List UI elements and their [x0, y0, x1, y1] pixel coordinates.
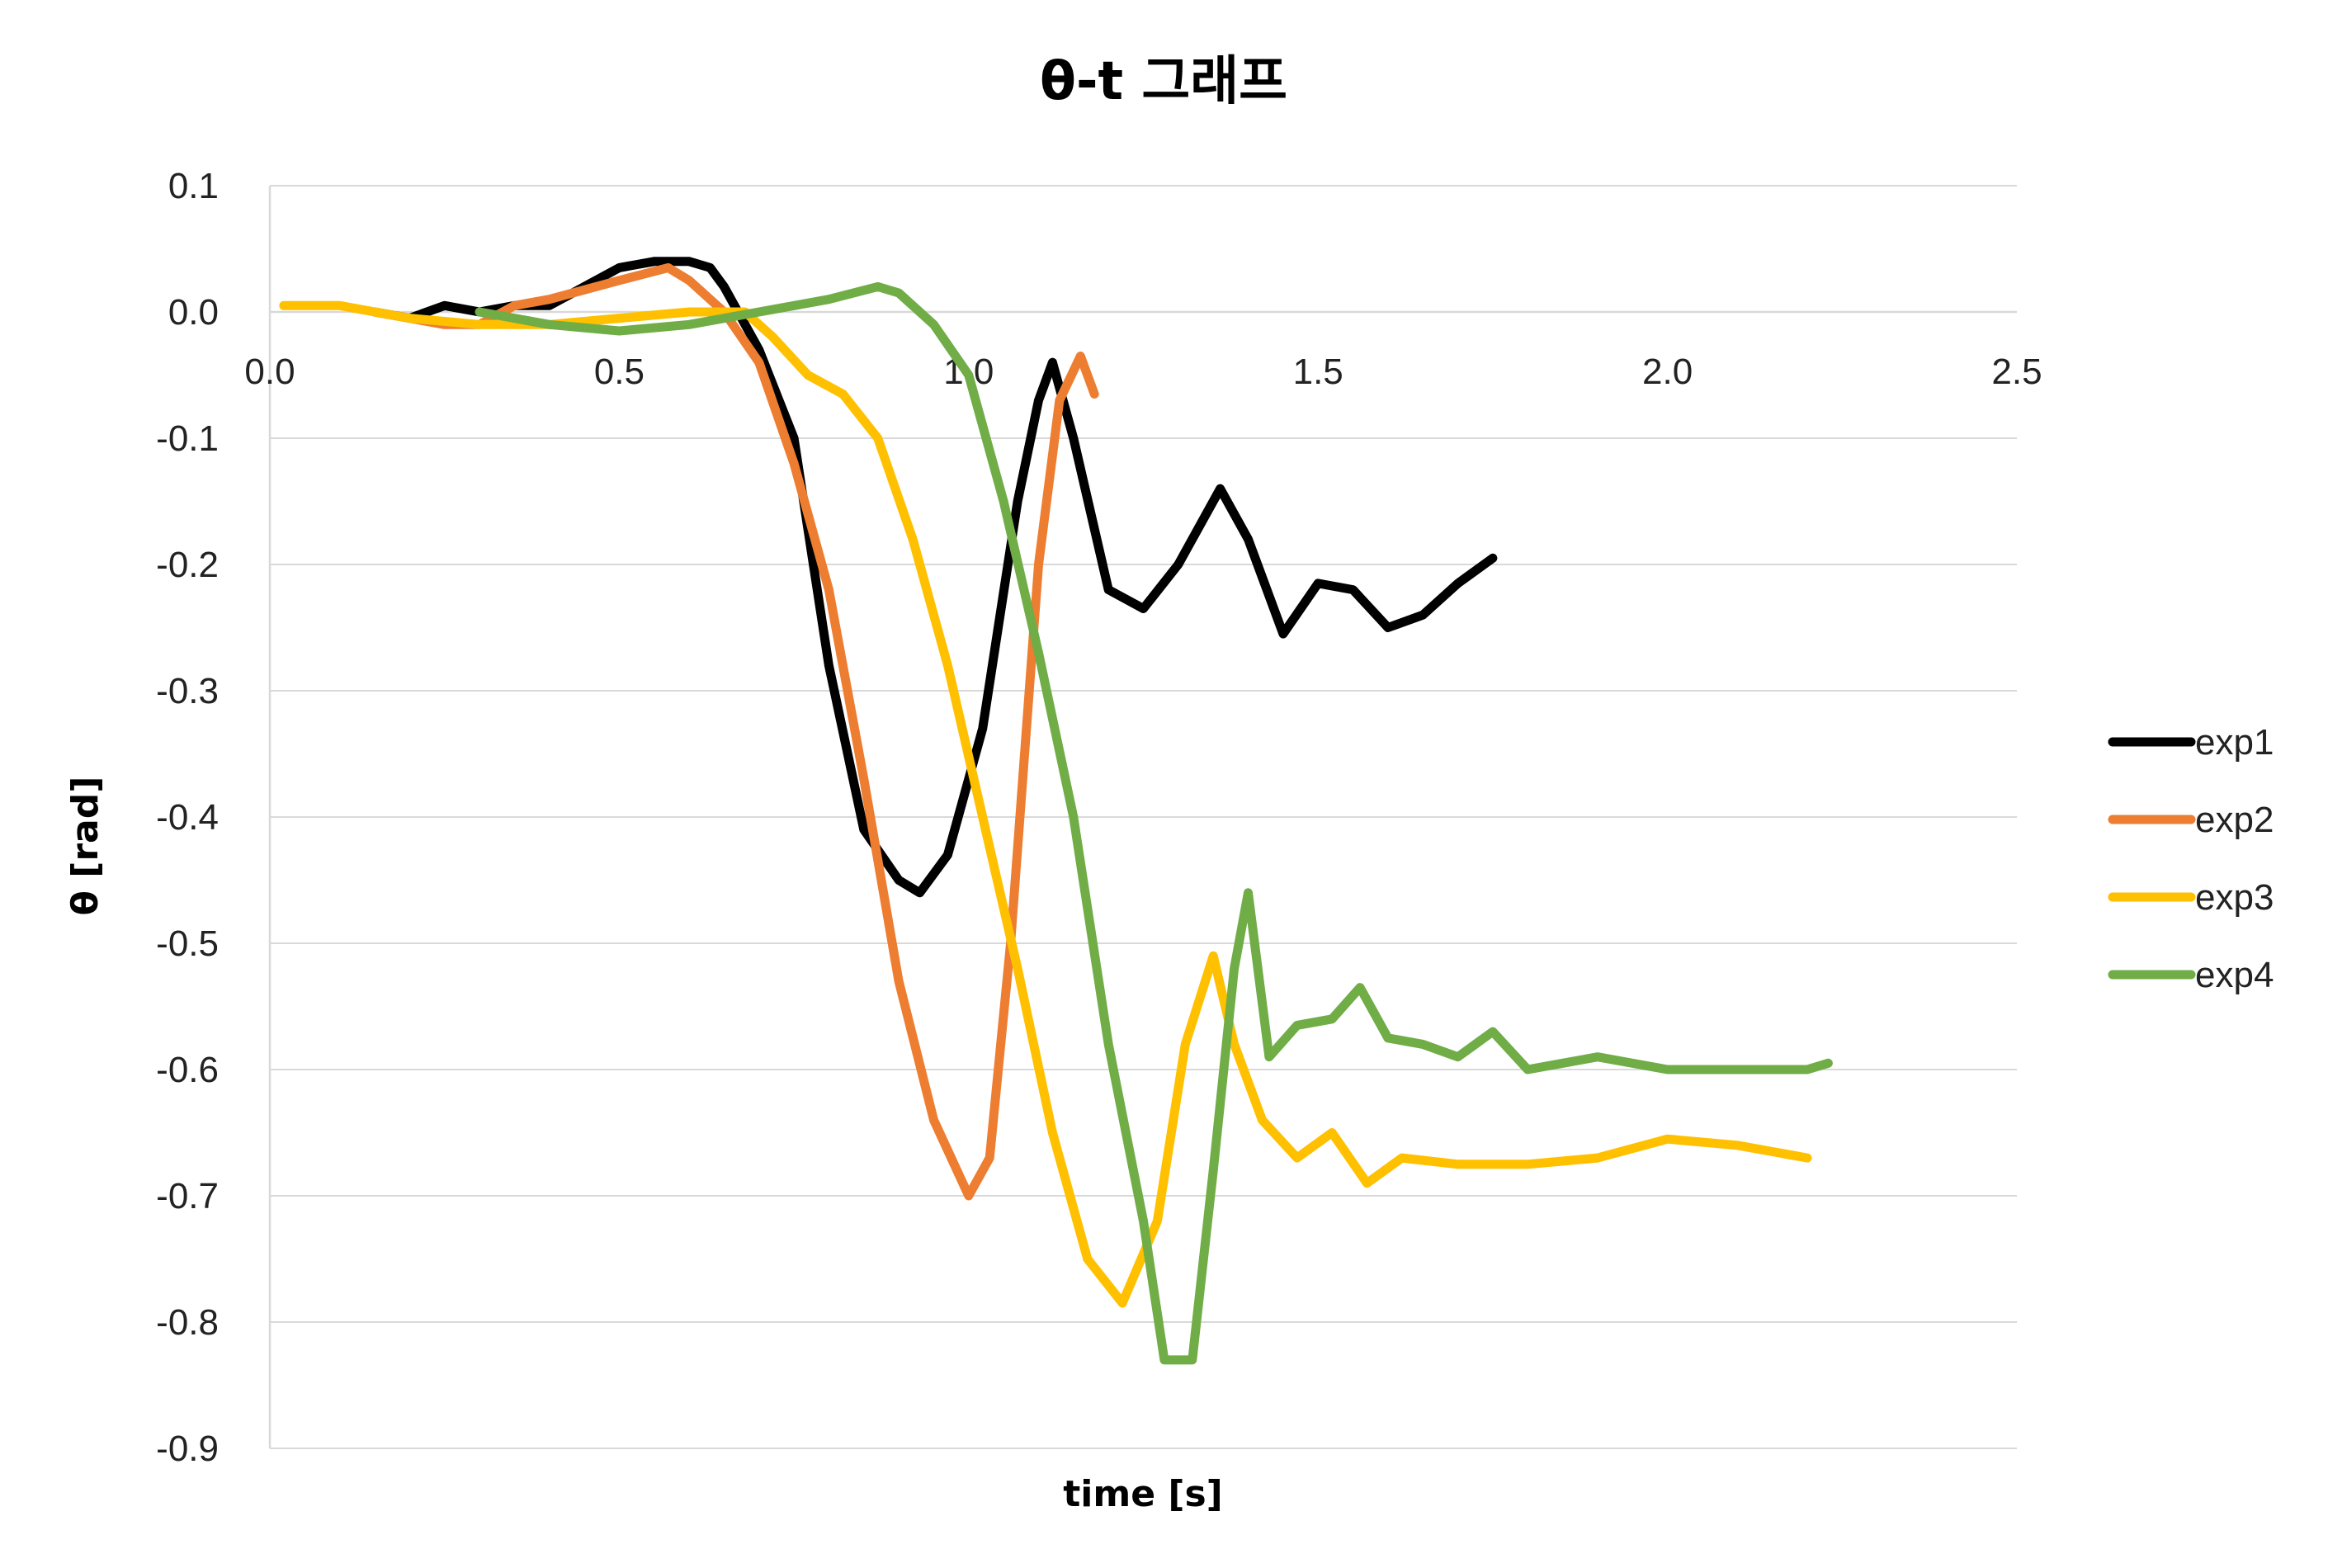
x-tick-label: 0.0: [244, 352, 295, 392]
legend-label: exp3: [2195, 877, 2274, 918]
legend-label: exp2: [2195, 800, 2274, 840]
x-tick-label: 2.0: [1642, 352, 1693, 392]
legend-item-exp2: exp2: [2108, 800, 2274, 840]
x-tick-label: 1.5: [1293, 352, 1343, 392]
y-axis-title: θ [rad]: [64, 777, 106, 916]
x-tick-label: 0.5: [594, 352, 645, 392]
legend: exp1 exp2 exp3 exp4: [2108, 722, 2274, 995]
series-line-exp4: [475, 281, 1833, 1365]
y-tick-label: -0.5: [156, 923, 219, 964]
series-lines: [279, 257, 1833, 1365]
series-line-exp2: [370, 262, 1099, 1201]
x-tick-labels: 0.0 0.5 1.0 1.5 2.0 2.5: [244, 352, 2042, 392]
x-tick-label: 2.5: [1991, 352, 2042, 392]
y-tick-label: -0.6: [156, 1050, 219, 1090]
y-tick-label: -0.1: [156, 418, 219, 459]
y-tick-labels: 0.1 0.0 -0.1 -0.2 -0.3 -0.4 -0.5 -0.6 -0.7 -0.8 -0…: [156, 166, 219, 1469]
y-tick-label: 0.1: [168, 166, 219, 206]
axes: [268, 186, 2017, 1448]
y-tick-label: -0.4: [156, 797, 219, 838]
series-line-exp3: [279, 300, 1812, 1308]
x-axis-title: time [s]: [1063, 1473, 1223, 1515]
chart-title: θ-t 그래프: [1040, 51, 1287, 112]
y-tick-label: -0.3: [156, 671, 219, 711]
legend-item-exp1: exp1: [2108, 722, 2274, 763]
y-tick-label: -0.7: [156, 1176, 219, 1216]
y-tick-label: -0.8: [156, 1302, 219, 1343]
legend-item-exp3: exp3: [2108, 877, 2274, 918]
legend-item-exp4: exp4: [2108, 955, 2274, 995]
y-tick-label: 0.0: [168, 292, 219, 333]
legend-label: exp4: [2195, 955, 2274, 995]
y-tick-label: -0.9: [156, 1429, 219, 1469]
legend-label: exp1: [2195, 722, 2274, 763]
y-tick-label: -0.2: [156, 545, 219, 585]
